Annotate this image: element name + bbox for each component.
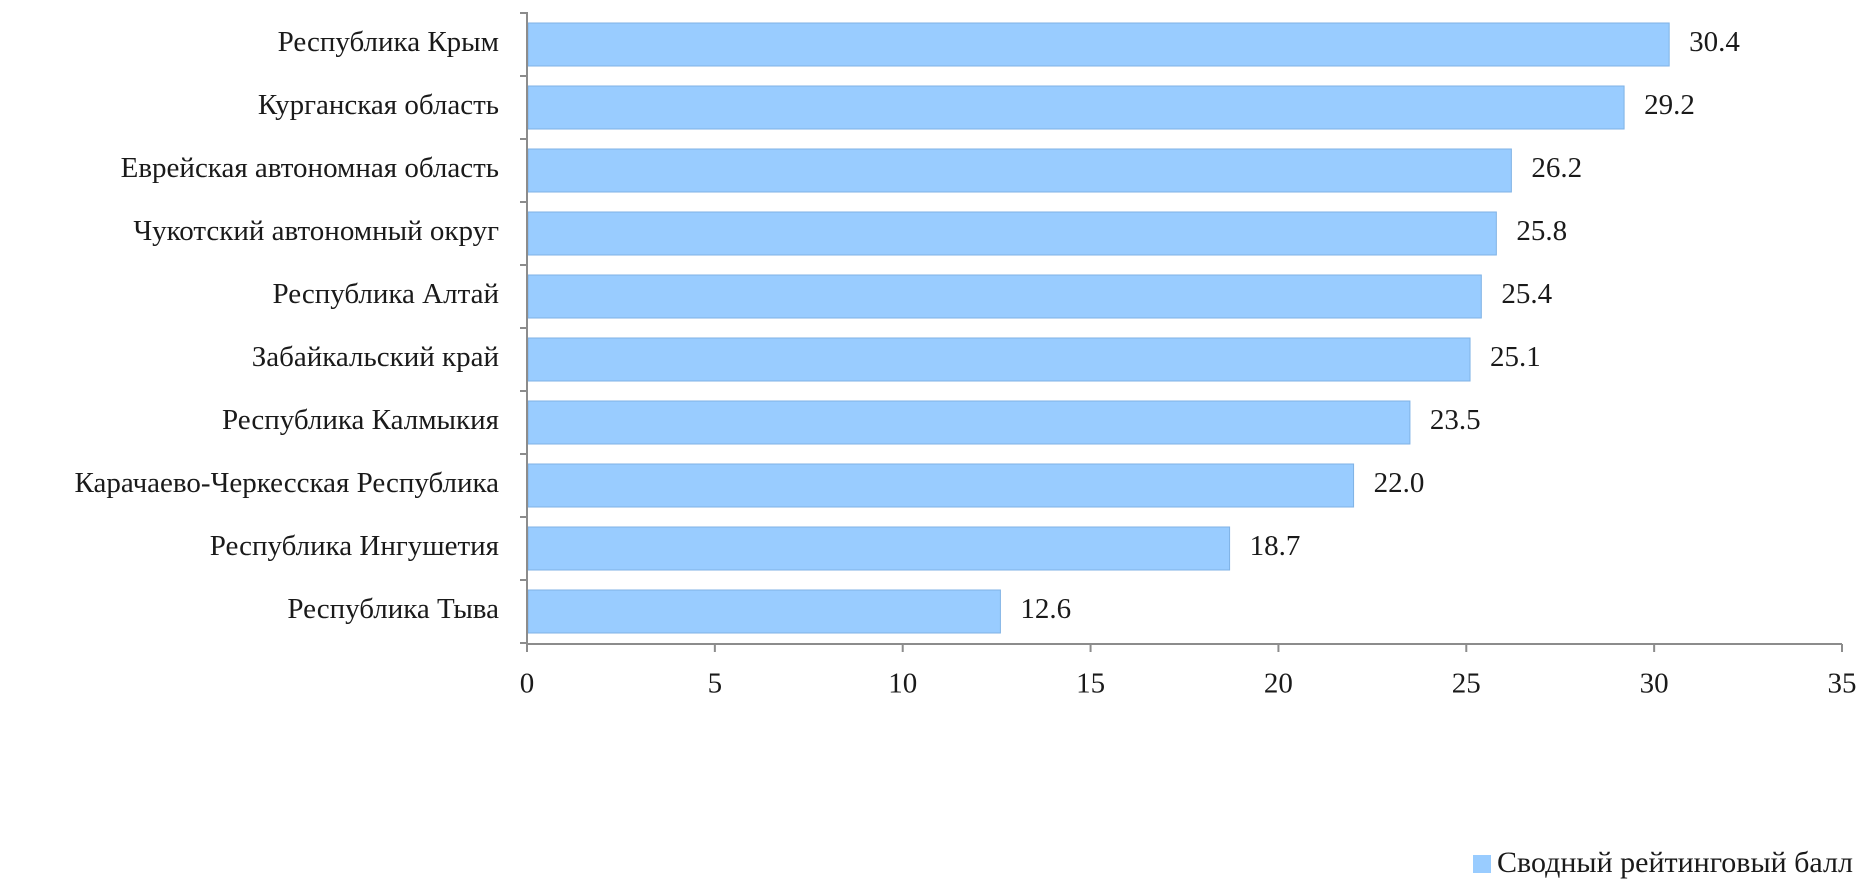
data-label: 23.5 — [1430, 404, 1481, 436]
data-label: 12.6 — [1020, 593, 1071, 625]
bar — [527, 400, 1411, 445]
category-label: Забайкальский край — [252, 341, 499, 373]
category-labels: Республика Крым Курганская область Еврейск… — [75, 26, 500, 625]
bars-group — [527, 22, 1670, 634]
data-label: 18.7 — [1250, 530, 1301, 562]
category-label: Республика Ингушетия — [210, 530, 499, 562]
data-label: 26.2 — [1531, 152, 1582, 184]
x-tick-label: 25 — [1452, 668, 1481, 700]
bar — [527, 22, 1670, 67]
x-ticks: 0 5 10 15 20 25 30 35 — [520, 644, 1857, 700]
bar — [527, 274, 1482, 319]
bar — [527, 589, 1001, 634]
legend: Сводный рейтинговый балл — [1473, 846, 1853, 879]
data-label: 29.2 — [1644, 89, 1695, 121]
bar — [527, 526, 1231, 571]
bar — [527, 337, 1471, 382]
x-tick-label: 10 — [888, 668, 917, 700]
category-label: Республика Крым — [278, 26, 499, 58]
bar — [527, 211, 1497, 256]
bar — [527, 463, 1355, 508]
value-labels: 30.4 29.2 26.2 25.8 25.4 25.1 23.522.0 18.7 12.6 — [1020, 26, 1740, 625]
category-label: Карачаево-Черкесская Республика — [75, 467, 500, 499]
x-tick-label: 35 — [1828, 668, 1857, 700]
category-label: Республика Алтай — [273, 278, 499, 310]
category-label: Чукотский автономный округ — [133, 215, 499, 247]
category-label: Республика Тыва — [287, 593, 499, 625]
data-label: 25.1 — [1490, 341, 1541, 373]
legend-label: Сводный рейтинговый балл — [1497, 846, 1853, 879]
data-label: 25.8 — [1516, 215, 1567, 247]
data-label: 22.0 — [1374, 467, 1425, 499]
x-tick-label: 5 — [708, 668, 723, 700]
axes — [520, 12, 1842, 645]
bar — [527, 148, 1512, 193]
data-label: 30.4 — [1689, 26, 1740, 58]
data-label: 25.4 — [1501, 278, 1552, 310]
x-tick-label: 0 — [520, 668, 535, 700]
x-tick-label: 20 — [1264, 668, 1293, 700]
legend-swatch — [1473, 855, 1491, 873]
x-tick-label: 30 — [1640, 668, 1669, 700]
bar — [527, 85, 1625, 130]
category-label: Республика Калмыкия — [222, 404, 499, 436]
category-label: Еврейская автономная область — [121, 152, 499, 184]
category-label: Курганская область — [258, 89, 499, 121]
x-tick-label: 15 — [1076, 668, 1105, 700]
